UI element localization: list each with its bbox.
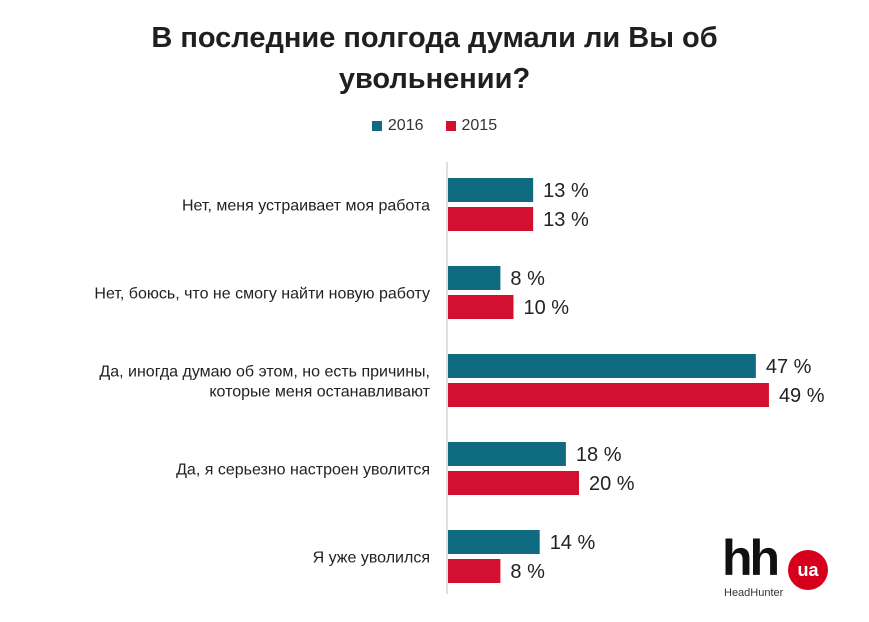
category-label: Да, иногда думаю об этом, но есть причин… [99, 364, 430, 401]
data-label-2016: 13 % [543, 180, 589, 202]
bar-2015 [448, 295, 514, 319]
legend-item-2016: 2016 [371, 117, 424, 135]
data-label-2015: 13 % [543, 209, 589, 231]
legend-item-2015: 2015 [445, 117, 498, 135]
data-label-2016: 47 % [766, 356, 812, 378]
bar-2016 [448, 266, 501, 290]
bar-2016 [448, 178, 534, 202]
legend-swatch-2015 [445, 121, 456, 131]
category-label: Нет, меня устраивает моя работа [182, 198, 430, 215]
data-label-2015: 10 % [524, 297, 570, 319]
data-label-2016: 18 % [576, 444, 622, 466]
legend-swatch-2016 [371, 121, 382, 131]
logo-mark: hh [722, 530, 780, 586]
bar-2015 [448, 207, 534, 231]
legend-label-2015: 2015 [461, 117, 498, 134]
category-label: Нет, боюсь, что не смогу найти новую раб… [94, 286, 430, 303]
bar-2016 [448, 354, 756, 378]
chart-title: В последние полгода думали ли Вы об увол… [0, 18, 869, 100]
title-line-1: В последние полгода думали ли Вы об [151, 22, 718, 54]
category-label: Да, я серьезно настроен уволится [176, 462, 430, 479]
legend: 2016 2015 [0, 117, 869, 135]
logo-subtitle: HeadHunter [724, 587, 784, 599]
logo-badge: ua [788, 550, 828, 590]
bar-2015 [448, 383, 769, 407]
legend-label-2016: 2016 [387, 117, 424, 134]
data-label-2015: 8 % [510, 561, 545, 583]
bar-2015 [448, 471, 579, 495]
category-label: Я уже уволился [313, 550, 430, 567]
data-label-2016: 14 % [550, 532, 596, 554]
bar-2015 [448, 559, 501, 583]
title-line-2: увольнении? [338, 63, 531, 95]
data-label-2016: 8 % [510, 268, 545, 290]
headhunter-logo: hh ua HeadHunter [722, 530, 832, 604]
bar-2016 [448, 442, 566, 466]
data-label-2015: 49 % [779, 385, 825, 407]
bar-2016 [448, 530, 540, 554]
data-label-2015: 20 % [589, 473, 635, 495]
